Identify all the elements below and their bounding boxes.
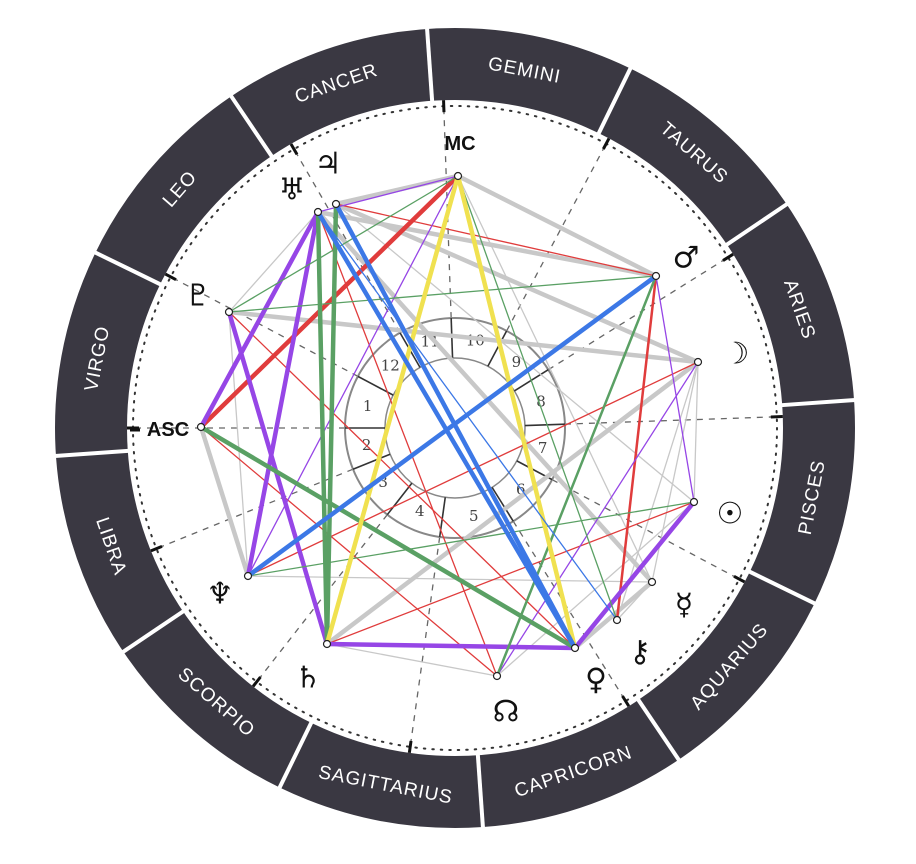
aspect-line-uranus-venus bbox=[318, 212, 575, 648]
house-number-12: 12 bbox=[381, 356, 400, 374]
uranus-icon: ♅ bbox=[279, 173, 306, 208]
aspect-line-saturn-venus bbox=[327, 644, 575, 648]
house-number-5: 5 bbox=[469, 507, 479, 525]
jupiter-icon: ♃ bbox=[315, 147, 342, 182]
aspect-line-venus-sun bbox=[575, 502, 694, 648]
cusp-tick bbox=[734, 576, 745, 582]
house-divider bbox=[353, 454, 390, 469]
chiron-icon: ⚷ bbox=[629, 635, 651, 670]
pluto-icon: ♇ bbox=[185, 279, 212, 314]
house-number-9: 9 bbox=[512, 353, 522, 371]
sun-icon: ☉ bbox=[717, 497, 744, 532]
point-marker-asc bbox=[198, 424, 205, 431]
point-marker-neptune bbox=[245, 573, 252, 580]
cusp-tick bbox=[409, 741, 411, 753]
point-marker-mars bbox=[653, 273, 660, 280]
cusp-tick bbox=[622, 696, 628, 706]
point-marker-sun bbox=[691, 499, 698, 506]
aspect-line-uranus-neptune bbox=[248, 212, 318, 576]
aspect-lines bbox=[201, 176, 698, 676]
mc-label: MC bbox=[444, 133, 475, 155]
point-labels: MC ASC ♃ ♅ ♇ ♆ ♄ ☊ ♀ ⚷ ☿ ☉ ☽ ♂ bbox=[130, 133, 749, 730]
point-marker-saturn bbox=[324, 641, 331, 648]
point-marker-jupiter bbox=[333, 201, 340, 208]
asc-label: ASC bbox=[147, 419, 189, 441]
aspect-line-mc-mars bbox=[458, 176, 656, 276]
point-marker-uranus bbox=[315, 209, 322, 216]
cusp-tick bbox=[723, 254, 733, 260]
aspect-line-sun-moon bbox=[694, 362, 698, 502]
house-divider bbox=[525, 424, 565, 425]
saturn-icon: ♄ bbox=[295, 661, 322, 696]
house-cusp-line bbox=[257, 515, 388, 682]
point-marker-mercury bbox=[649, 579, 656, 586]
cusp-tick bbox=[291, 144, 297, 154]
house-cusp-line bbox=[507, 144, 607, 331]
point-marker-chiron bbox=[614, 617, 621, 624]
aspect-line-saturn-node bbox=[327, 644, 497, 676]
aspect-line-mc-venus bbox=[458, 176, 575, 648]
house-number-4: 4 bbox=[415, 502, 425, 520]
point-marker-moon bbox=[695, 359, 702, 366]
mercury-icon: ☿ bbox=[675, 588, 693, 623]
house-number-1: 1 bbox=[363, 397, 373, 415]
cusp-tick bbox=[165, 274, 176, 280]
point-marker-node bbox=[494, 673, 501, 680]
aspect-line-pluto-saturn bbox=[229, 312, 327, 644]
aspect-line-node-sun bbox=[497, 502, 694, 676]
aspect-line-mars-jupiter bbox=[336, 204, 656, 276]
aspect-line-jupiter-venus bbox=[336, 204, 575, 648]
mars-icon: ♂ bbox=[673, 241, 700, 276]
aspect-line-asc-node bbox=[201, 427, 497, 676]
aspect-line-neptune-moon bbox=[248, 362, 698, 576]
point-marker-mc bbox=[455, 173, 462, 180]
house-divider bbox=[387, 483, 412, 515]
neptune-icon: ♆ bbox=[207, 577, 234, 612]
point-marker-pluto bbox=[226, 309, 233, 316]
aspect-line-mars-pluto bbox=[229, 276, 656, 312]
cusp-tick bbox=[151, 546, 162, 550]
north-node-icon: ☊ bbox=[493, 695, 520, 730]
point-marker-venus bbox=[572, 645, 579, 652]
aspect-line-uranus-node bbox=[318, 212, 497, 676]
moon-icon: ☽ bbox=[723, 337, 750, 372]
venus-icon: ♀ bbox=[585, 663, 607, 698]
